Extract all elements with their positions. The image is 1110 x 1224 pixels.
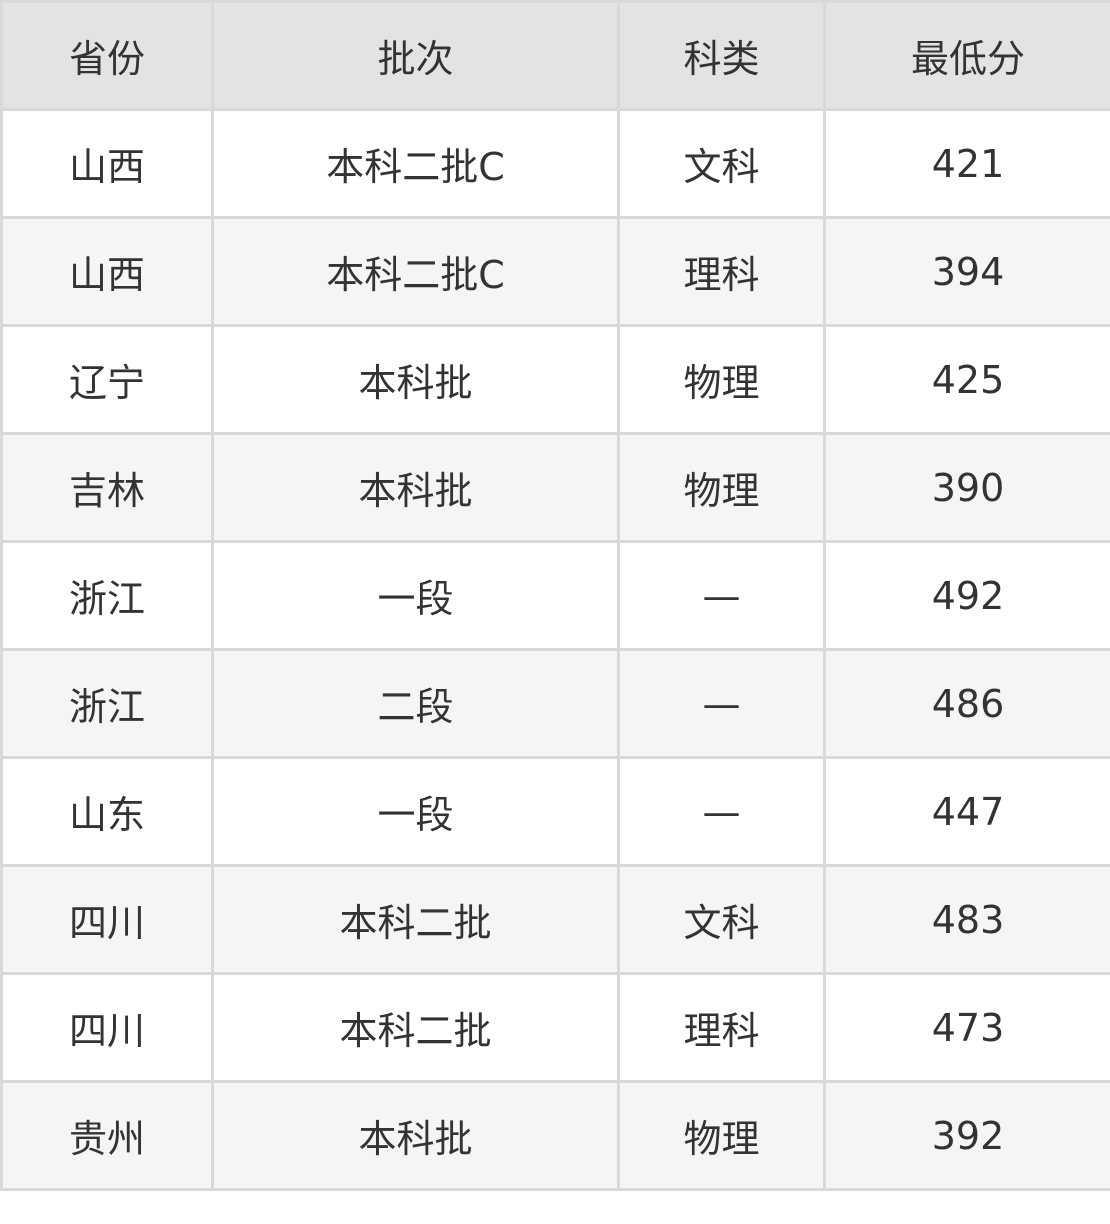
cell-min-score: 425 bbox=[823, 324, 1110, 435]
cell-batch: 本科批 bbox=[211, 432, 620, 543]
table-row: 山西 本科二批C 理科 394 bbox=[0, 216, 1110, 327]
cell-batch: 本科二批C bbox=[211, 216, 620, 327]
cell-min-score: 390 bbox=[823, 432, 1110, 543]
cell-batch: 本科批 bbox=[211, 1080, 620, 1191]
cell-category: 物理 bbox=[617, 324, 826, 435]
cell-min-score: 447 bbox=[823, 756, 1110, 867]
cell-category: — bbox=[617, 540, 826, 651]
cell-batch: 本科批 bbox=[211, 324, 620, 435]
table-header: 省份 批次 科类 最低分 bbox=[0, 0, 1110, 111]
cell-min-score: 486 bbox=[823, 648, 1110, 759]
cell-province: 四川 bbox=[0, 864, 214, 975]
cell-province: 浙江 bbox=[0, 648, 214, 759]
cell-batch: 二段 bbox=[211, 648, 620, 759]
cell-province: 吉林 bbox=[0, 432, 214, 543]
table-body: 山西 本科二批C 文科 421 山西 本科二批C 理科 394 辽宁 本科批 物理 425 吉林 本科批物… bbox=[0, 108, 1110, 1191]
header-min-score: 最低分 bbox=[823, 0, 1110, 111]
table-row: 山东 一段 —447 bbox=[0, 756, 1110, 867]
cell-batch: 本科二批 bbox=[211, 972, 620, 1083]
cell-category: — bbox=[617, 756, 826, 867]
table-row: 辽宁 本科批 物理 425 bbox=[0, 324, 1110, 435]
table-row: 四川 本科二批 理科 473 bbox=[0, 972, 1110, 1083]
cell-min-score: 483 bbox=[823, 864, 1110, 975]
table-row: 浙江 二段 —486 bbox=[0, 648, 1110, 759]
cell-province: 山西 bbox=[0, 216, 214, 327]
score-table: 省份 批次 科类 最低分 山西 本科二批C 文科 421 山西 本科二批C 理科 394 辽宁本… bbox=[0, 0, 1110, 1191]
header-batch: 批次 bbox=[211, 0, 620, 111]
cell-category: 理科 bbox=[617, 972, 826, 1083]
cell-province: 山西 bbox=[0, 108, 214, 219]
header-province: 省份 bbox=[0, 0, 214, 111]
cell-batch: 本科二批 bbox=[211, 864, 620, 975]
cell-province: 山东 bbox=[0, 756, 214, 867]
cell-category: 文科 bbox=[617, 108, 826, 219]
cell-min-score: 394 bbox=[823, 216, 1110, 327]
table-row: 浙江 一段 —492 bbox=[0, 540, 1110, 651]
cell-min-score: 421 bbox=[823, 108, 1110, 219]
cell-batch: 一段 bbox=[211, 756, 620, 867]
cell-category: 物理 bbox=[617, 432, 826, 543]
cell-province: 贵州 bbox=[0, 1080, 214, 1191]
cell-min-score: 492 bbox=[823, 540, 1110, 651]
table-row: 四川 本科二批 文科 483 bbox=[0, 864, 1110, 975]
cell-min-score: 392 bbox=[823, 1080, 1110, 1191]
cell-province: 辽宁 bbox=[0, 324, 214, 435]
header-row: 省份 批次 科类 最低分 bbox=[0, 0, 1110, 111]
cell-batch: 一段 bbox=[211, 540, 620, 651]
cell-category: 文科 bbox=[617, 864, 826, 975]
table-row: 贵州 本科批 物理 392 bbox=[0, 1080, 1110, 1191]
table-row: 吉林 本科批 物理 390 bbox=[0, 432, 1110, 543]
cell-batch: 本科二批C bbox=[211, 108, 620, 219]
cell-category: 理科 bbox=[617, 216, 826, 327]
header-category: 科类 bbox=[617, 0, 826, 111]
cell-province: 四川 bbox=[0, 972, 214, 1083]
cell-category: — bbox=[617, 648, 826, 759]
table-row: 山西 本科二批C 文科 421 bbox=[0, 108, 1110, 219]
cell-province: 浙江 bbox=[0, 540, 214, 651]
cell-category: 物理 bbox=[617, 1080, 826, 1191]
cell-min-score: 473 bbox=[823, 972, 1110, 1083]
